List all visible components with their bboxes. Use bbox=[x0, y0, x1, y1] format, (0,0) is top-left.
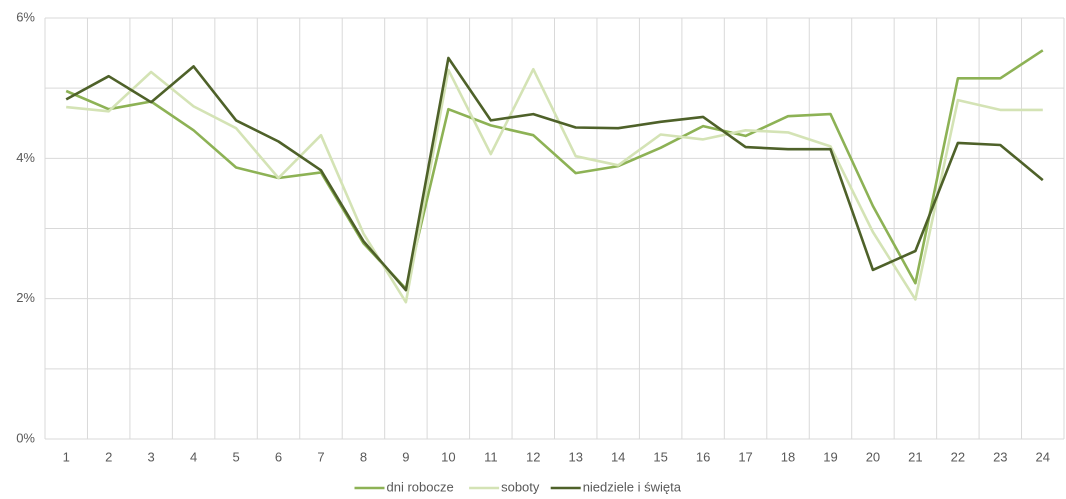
x-tick-label: 19 bbox=[823, 449, 837, 464]
x-tick-label: 22 bbox=[951, 449, 965, 464]
x-tick-label: 21 bbox=[908, 449, 922, 464]
x-tick-label: 23 bbox=[993, 449, 1007, 464]
x-tick-label: 12 bbox=[526, 449, 540, 464]
y-tick-label: 0% bbox=[16, 430, 35, 445]
legend-label: soboty bbox=[501, 479, 540, 494]
x-tick-label: 5 bbox=[232, 449, 239, 464]
x-tick-label: 11 bbox=[484, 449, 498, 464]
y-tick-label: 4% bbox=[16, 150, 35, 165]
x-tick-label: 2 bbox=[105, 449, 112, 464]
series-line bbox=[65, 56, 1044, 292]
x-tick-label: 24 bbox=[1036, 449, 1050, 464]
legend-label: niedziele i święta bbox=[583, 479, 682, 494]
x-tick-label: 20 bbox=[866, 449, 880, 464]
x-tick-label: 13 bbox=[568, 449, 582, 464]
x-tick-label: 10 bbox=[441, 449, 455, 464]
series-line bbox=[66, 67, 1043, 304]
x-tick-label: 14 bbox=[611, 449, 625, 464]
x-tick-label: 6 bbox=[275, 449, 282, 464]
series-line bbox=[65, 49, 1044, 291]
legend-label: dni robocze bbox=[387, 479, 454, 494]
x-tick-label: 1 bbox=[63, 449, 70, 464]
y-tick-label: 6% bbox=[16, 9, 35, 24]
x-tick-label: 9 bbox=[402, 449, 409, 464]
x-tick-label: 7 bbox=[317, 449, 324, 464]
y-tick-label: 2% bbox=[16, 290, 35, 305]
x-tick-label: 18 bbox=[781, 449, 795, 464]
x-tick-label: 8 bbox=[360, 449, 367, 464]
x-tick-label: 15 bbox=[653, 449, 667, 464]
x-tick-label: 16 bbox=[696, 449, 710, 464]
x-tick-label: 3 bbox=[148, 449, 155, 464]
x-tick-label: 17 bbox=[738, 449, 752, 464]
x-tick-label: 4 bbox=[190, 449, 197, 464]
